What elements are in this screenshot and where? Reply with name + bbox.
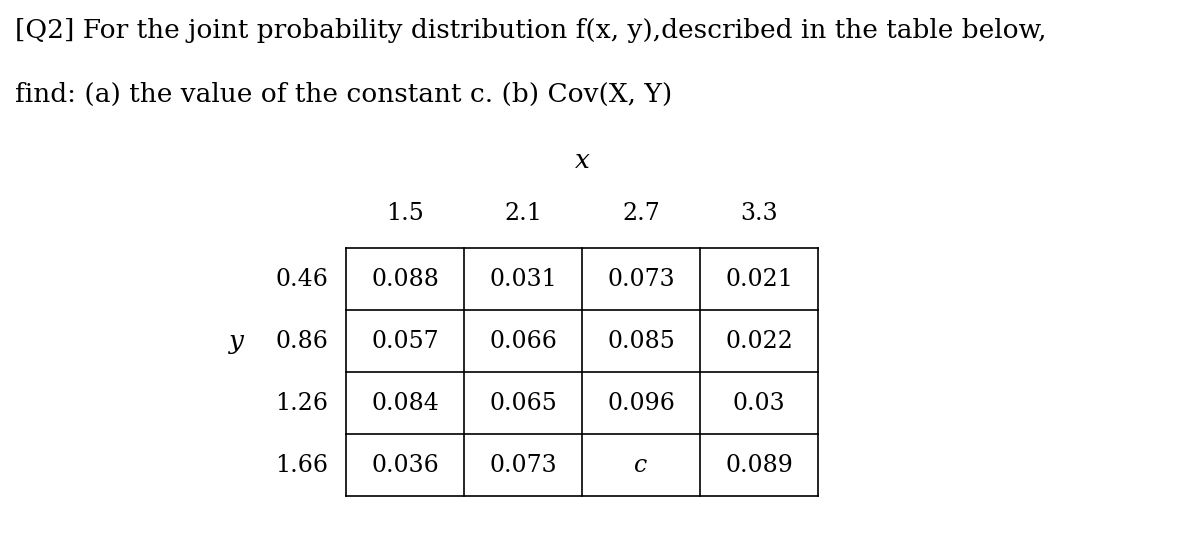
Text: 0.036: 0.036 bbox=[371, 454, 439, 476]
Text: 0.86: 0.86 bbox=[275, 329, 328, 353]
Text: 0.057: 0.057 bbox=[371, 329, 439, 353]
Text: 0.46: 0.46 bbox=[275, 267, 328, 291]
Text: 0.084: 0.084 bbox=[371, 392, 439, 415]
Text: 3.3: 3.3 bbox=[740, 201, 778, 225]
Text: 0.085: 0.085 bbox=[607, 329, 674, 353]
Text: 0.021: 0.021 bbox=[725, 267, 793, 291]
Text: 0.022: 0.022 bbox=[725, 329, 793, 353]
Text: 0.066: 0.066 bbox=[490, 329, 557, 353]
Text: 1.26: 1.26 bbox=[275, 392, 328, 415]
Text: 0.088: 0.088 bbox=[371, 267, 439, 291]
Text: find: (a) the value of the constant c. (b) Cov(X, Y): find: (a) the value of the constant c. (… bbox=[14, 82, 672, 107]
Text: 1.5: 1.5 bbox=[386, 201, 424, 225]
Text: 0.03: 0.03 bbox=[733, 392, 785, 415]
Text: 0.065: 0.065 bbox=[490, 392, 557, 415]
Text: 2.7: 2.7 bbox=[622, 201, 660, 225]
Text: 0.073: 0.073 bbox=[607, 267, 674, 291]
Text: 0.096: 0.096 bbox=[607, 392, 674, 415]
Text: 2.1: 2.1 bbox=[504, 201, 542, 225]
Text: 1.66: 1.66 bbox=[275, 454, 328, 476]
Text: 0.031: 0.031 bbox=[490, 267, 557, 291]
Text: y: y bbox=[228, 328, 244, 354]
Text: x: x bbox=[575, 147, 589, 172]
Text: 0.089: 0.089 bbox=[725, 454, 793, 476]
Text: c: c bbox=[635, 454, 648, 476]
Text: 0.073: 0.073 bbox=[490, 454, 557, 476]
Text: [Q2] For the joint probability distribution f(x, y),described in the table below: [Q2] For the joint probability distribut… bbox=[14, 18, 1046, 43]
